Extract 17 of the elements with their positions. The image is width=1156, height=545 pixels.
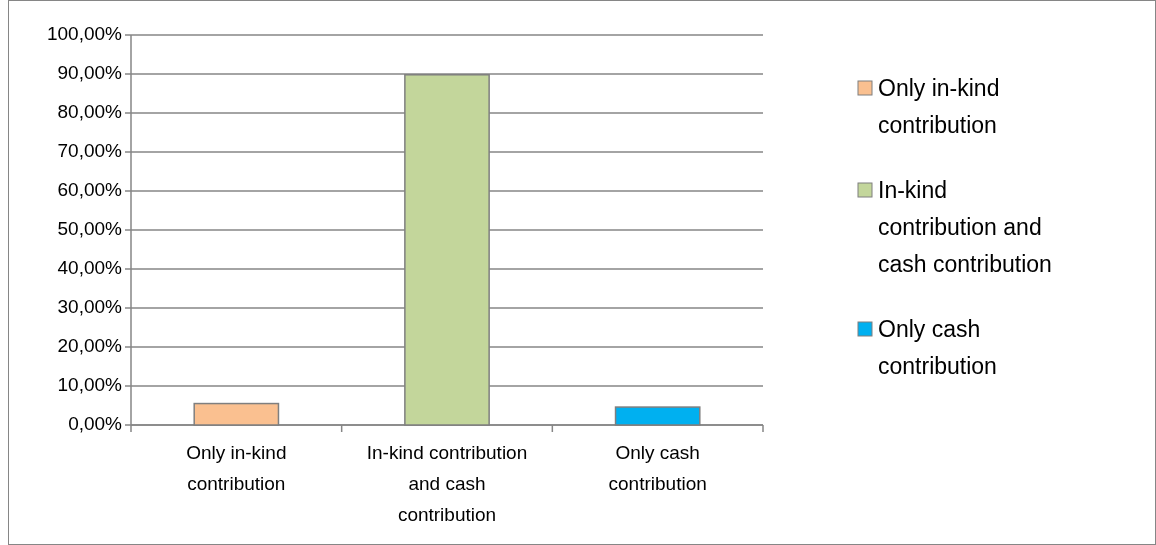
legend-label: Only cash contribution xyxy=(878,316,997,380)
x-tick-label: Only cash contribution xyxy=(608,442,707,494)
y-tick-label: 60,00% xyxy=(57,179,123,201)
y-tick-label: 0,00% xyxy=(68,413,123,435)
legend-label: Only in-kind contribution xyxy=(878,75,1000,139)
y-tick-label: 10,00% xyxy=(57,374,123,396)
y-tick-label: 20,00% xyxy=(57,335,123,357)
y-tick-label: 90,00% xyxy=(57,62,123,84)
y-tick-label: 50,00% xyxy=(57,218,123,240)
x-tick-label: Only in-kind contribution xyxy=(186,442,287,494)
y-tick-label: 30,00% xyxy=(57,296,123,318)
x-tick-label: In-kind contribution and cash contribution xyxy=(366,442,528,525)
y-tick-label: 100,00% xyxy=(46,23,123,45)
y-tick-label: 80,00% xyxy=(57,101,123,123)
legend-label: In-kind contribution and cash contribution xyxy=(878,177,1052,278)
y-tick-label: 70,00% xyxy=(57,140,123,162)
y-tick-label: 40,00% xyxy=(57,257,123,279)
